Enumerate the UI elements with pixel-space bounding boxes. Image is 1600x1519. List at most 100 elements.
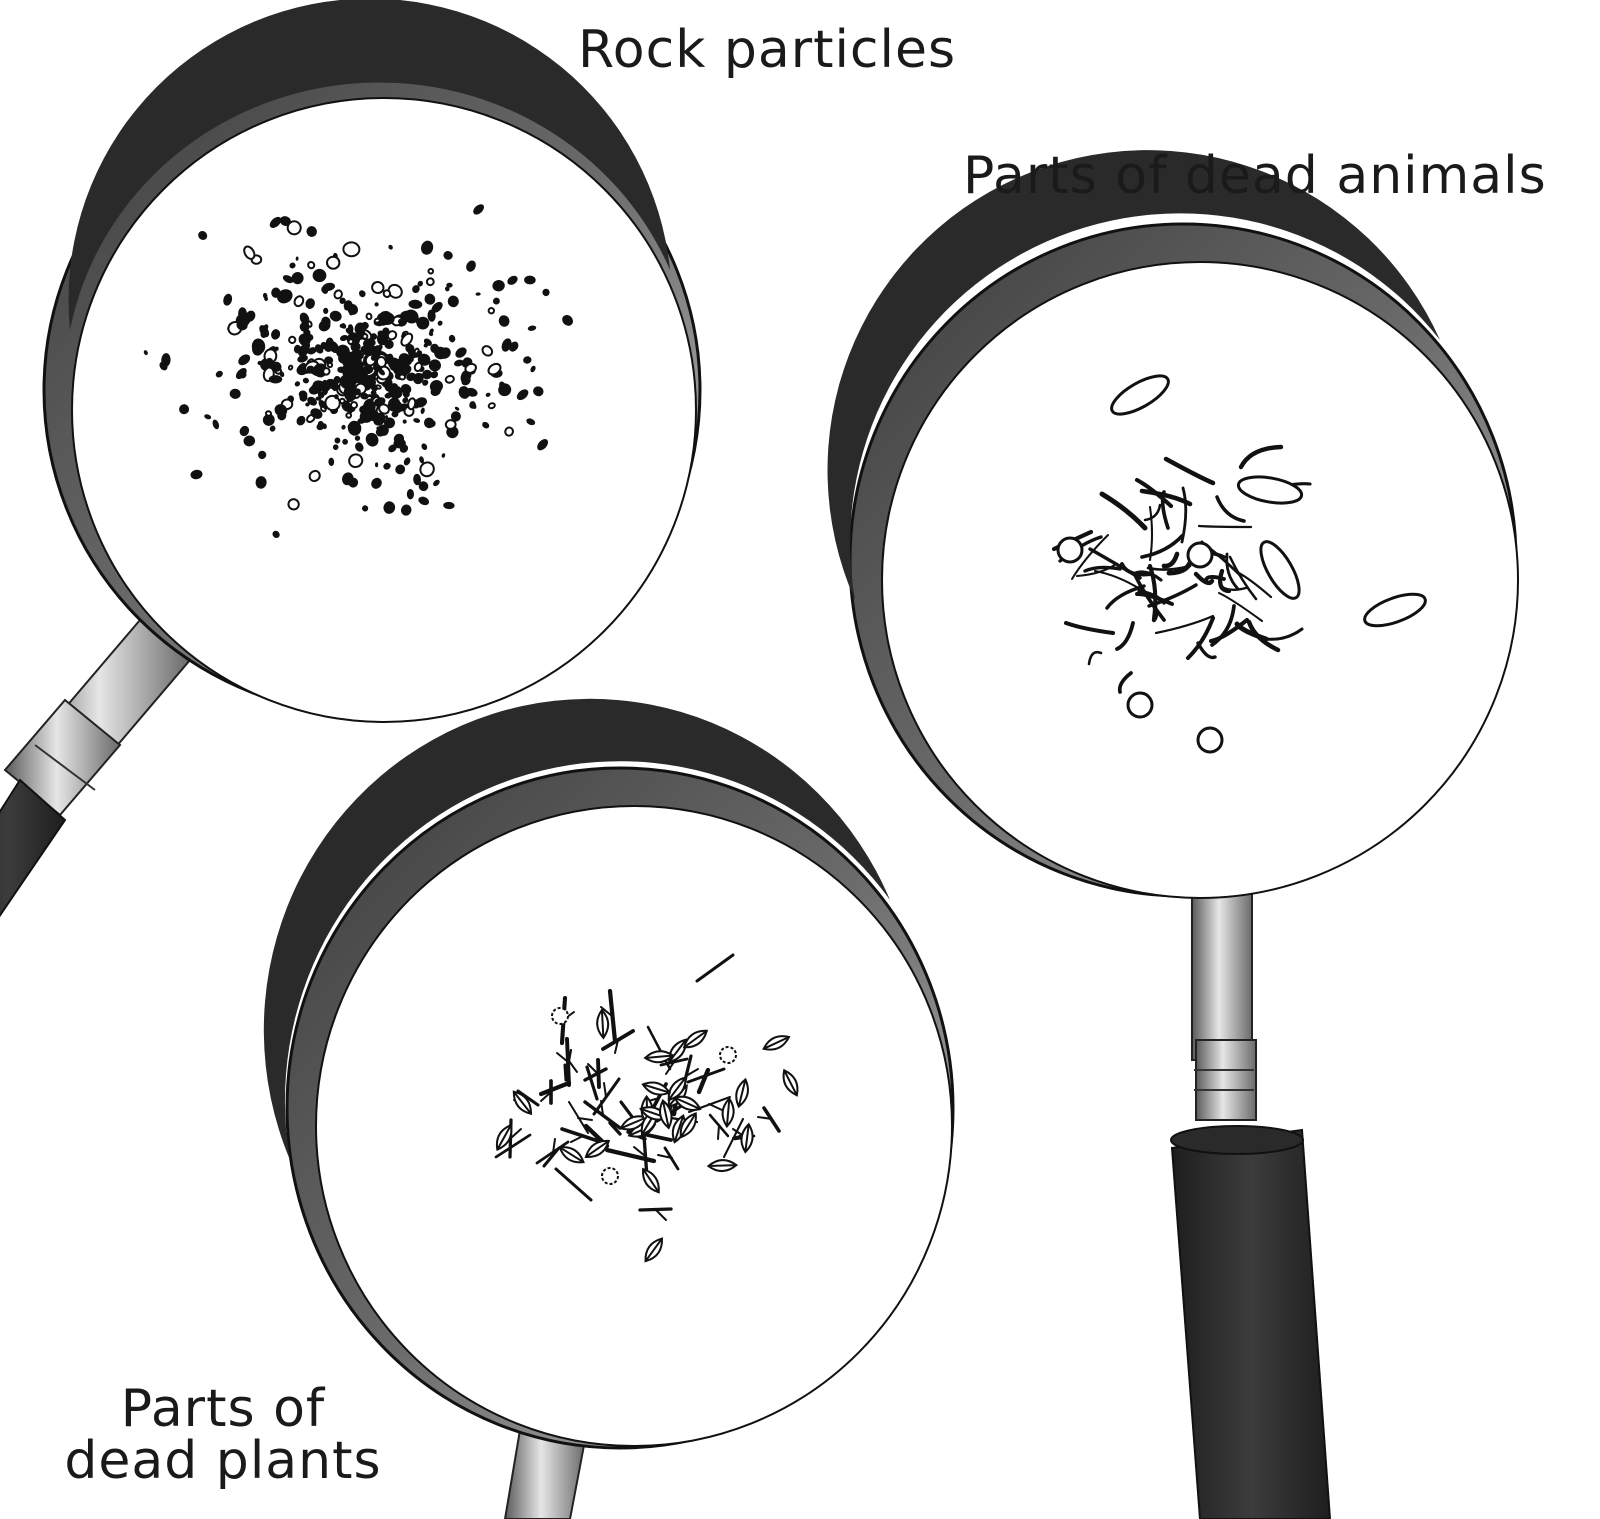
rock-particle (527, 325, 537, 331)
rock-particle (239, 425, 250, 437)
rock-particle (299, 312, 310, 325)
fragment (1160, 490, 1170, 530)
magnifier-plants (263, 698, 955, 1519)
label-dead-plants-line1: Parts of (120, 1379, 326, 1439)
rock-particle (315, 396, 322, 401)
rock-particle (348, 453, 364, 469)
rock-particle (338, 354, 347, 364)
rock-particle (466, 260, 476, 272)
rock-particle (347, 423, 355, 430)
fragment (494, 1133, 532, 1159)
rock-particle (341, 424, 346, 430)
rock-particle (262, 413, 275, 426)
rock-particle (421, 443, 428, 451)
rock-particle (487, 402, 496, 410)
rock-particle (429, 328, 434, 334)
rock-particle (373, 397, 386, 407)
rock-particle (427, 309, 436, 322)
rock-particle (374, 462, 379, 468)
fragment (696, 1067, 711, 1095)
label-dead-plants-line2: dead plants (64, 1431, 382, 1491)
leaf-fragment (740, 1122, 754, 1154)
rock-particle (353, 388, 361, 396)
rock-particle (362, 338, 376, 348)
fragment (1083, 565, 1122, 573)
rock-particle (212, 419, 220, 430)
rock-particle (417, 280, 423, 287)
rock-particle (354, 435, 361, 441)
rock-particle (454, 359, 464, 367)
fragment (577, 1117, 593, 1121)
fragment (757, 1116, 773, 1120)
rock-particle (296, 415, 306, 426)
rock-particle (447, 295, 459, 308)
fragment (1208, 617, 1250, 644)
fragment (1134, 477, 1174, 509)
rock-particle (408, 299, 423, 309)
fragment (1154, 614, 1215, 635)
rock-particle (264, 410, 273, 417)
rock-particle (315, 389, 322, 394)
fragment (1120, 562, 1154, 577)
fragment (1225, 552, 1240, 591)
rock-particle (504, 426, 514, 437)
rock-particle (438, 347, 451, 359)
seed-fragment (601, 1167, 619, 1185)
fragment (1185, 615, 1216, 661)
rock-particle (402, 419, 407, 424)
rock-particle (492, 279, 505, 292)
rock-particle (388, 444, 397, 453)
rock-particle (373, 317, 381, 324)
fragment (563, 1063, 568, 1082)
rock-particle (425, 277, 435, 287)
rock-particle (393, 433, 405, 444)
rock-particles (143, 204, 574, 538)
rock-particle (465, 387, 478, 397)
rock-particle (437, 320, 443, 326)
leaf-fragment (642, 1167, 660, 1194)
rock-particle (398, 373, 406, 381)
rock-particle (423, 417, 435, 429)
rock-particle (271, 329, 281, 340)
rock-particle (326, 255, 341, 270)
rock-particle (321, 316, 331, 328)
fragment (657, 1154, 673, 1159)
rock-particle (423, 343, 428, 348)
leaf-fragment (782, 1068, 799, 1097)
rock-particle (390, 383, 399, 393)
rock-particle (441, 453, 446, 458)
fragment (1210, 604, 1236, 647)
rim-shadow-plants (263, 698, 890, 1160)
fragment (583, 1067, 608, 1082)
rock-particle (346, 395, 355, 403)
rock-particle (328, 457, 335, 466)
rock-particle (413, 418, 421, 423)
rock-particle (371, 477, 382, 489)
fragment (1115, 621, 1135, 651)
fragment (1139, 488, 1193, 507)
fragment (1075, 562, 1118, 578)
fragment (510, 1128, 522, 1139)
rock-particle (388, 244, 393, 250)
rock-particle (365, 312, 373, 321)
fragment (1105, 584, 1146, 610)
insect-head (1196, 726, 1224, 754)
rock-particle (407, 356, 414, 363)
rock-particle (255, 476, 267, 489)
rock-particle (413, 473, 422, 486)
rock-particle (236, 319, 248, 331)
fragment (1238, 444, 1284, 470)
rock-particle (386, 330, 398, 341)
fragment (568, 1060, 578, 1073)
rock-particle (345, 327, 354, 335)
rock-particle (399, 444, 409, 453)
rock-particle (371, 280, 385, 295)
rock-particle (293, 344, 302, 354)
rock-particle (428, 359, 441, 372)
rock-particle (383, 501, 396, 514)
fragment (655, 1209, 667, 1221)
rock-particle (422, 369, 433, 380)
rock-particle (461, 376, 471, 386)
rock-particle (427, 267, 435, 275)
rock-particle (492, 297, 500, 305)
